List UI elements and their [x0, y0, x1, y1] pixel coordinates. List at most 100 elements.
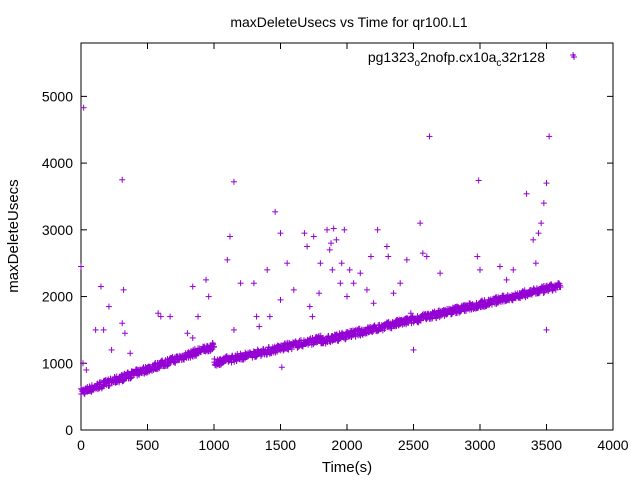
data-point [264, 266, 271, 273]
y-tick-label: 4000 [42, 155, 73, 171]
data-point [338, 260, 345, 267]
data-point [357, 270, 364, 277]
data-point [477, 266, 483, 273]
legend: pg1323o2nofp.cx10ac32r128 [368, 49, 577, 69]
data-point [106, 382, 113, 389]
data-point [167, 313, 174, 320]
data-point [546, 133, 553, 140]
data-point [395, 322, 402, 329]
data-point [367, 253, 374, 260]
data-point [350, 280, 357, 287]
data-point [284, 260, 291, 267]
data-point [292, 338, 299, 345]
data-point [189, 283, 196, 290]
data-point [383, 243, 390, 250]
y-tick-label: 3000 [42, 222, 73, 238]
data-point [309, 313, 316, 320]
data-point [317, 260, 324, 267]
data-point [324, 226, 331, 233]
data-point [474, 253, 481, 260]
data-point [288, 346, 295, 353]
y-tick-label: 5000 [42, 88, 73, 104]
data-point [369, 329, 376, 336]
chart-title: maxDeleteUsecs vs Time for qr100.L1 [230, 14, 468, 30]
data-point [108, 346, 115, 353]
data-point [306, 303, 313, 310]
data-point [211, 343, 218, 350]
data-point [344, 293, 350, 300]
data-point [407, 310, 414, 317]
data-point [94, 386, 101, 393]
legend-label: pg1323o2nofp.cx10ac32r128 [368, 49, 545, 69]
data-point [543, 326, 550, 333]
x-tick-label: 2500 [398, 437, 429, 453]
data-point [127, 350, 134, 357]
data-point [226, 233, 233, 240]
data-point [410, 346, 417, 353]
data-point [363, 286, 370, 293]
x-tick-label: 1500 [265, 437, 296, 453]
data-point [329, 266, 336, 273]
data-point [230, 178, 237, 185]
data-point [100, 326, 107, 333]
plot-frame [80, 42, 614, 431]
data-point [304, 243, 311, 250]
data-point [503, 276, 510, 283]
data-point [155, 310, 162, 317]
data-point [330, 225, 337, 232]
data-point [510, 266, 517, 273]
data-point [540, 200, 547, 207]
data-point [266, 313, 273, 320]
data-point [127, 375, 134, 382]
data-point [80, 104, 87, 111]
data-point [374, 226, 381, 233]
data-point [121, 330, 128, 337]
legend-marker [571, 54, 577, 60]
data-point [224, 256, 231, 263]
x-tick-label: 4000 [597, 437, 628, 453]
data-point [397, 280, 404, 287]
data-point [403, 256, 410, 263]
data-point [105, 303, 112, 310]
data-point [230, 326, 237, 333]
data-point [250, 280, 257, 287]
data-point [128, 374, 135, 381]
data-point [120, 377, 127, 384]
data-point [97, 283, 104, 290]
data-point [549, 287, 556, 294]
data-point [157, 313, 164, 320]
tick-labels: 0 500 1000 1500 2000 2500 3000 3500 4000 0 1000 200… [42, 88, 629, 453]
x-tick-label: 500 [136, 437, 160, 453]
data-point [523, 190, 530, 197]
y-tick-label: 2000 [42, 289, 73, 305]
data-point [516, 294, 523, 301]
data-point [370, 300, 377, 307]
data-point [532, 260, 539, 267]
data-point [530, 236, 537, 243]
data-point [333, 236, 340, 243]
data-point [119, 176, 126, 183]
data-point [195, 313, 202, 320]
data-point [301, 230, 308, 237]
data-point [496, 263, 503, 270]
y-axis-title: maxDeleteUsecs [5, 179, 22, 292]
data-point [540, 289, 547, 296]
data-point [83, 366, 90, 373]
data-point [120, 286, 127, 293]
data-point [390, 290, 397, 297]
data-point [423, 253, 430, 260]
data-point [385, 253, 392, 260]
axis-ticks [80, 43, 614, 431]
data-point [535, 230, 542, 237]
data-point [448, 310, 455, 317]
data-point [426, 133, 433, 140]
x-tick-label: 1000 [198, 437, 229, 453]
x-tick-label: 2000 [331, 437, 362, 453]
data-point [326, 246, 333, 253]
data-point [256, 323, 263, 330]
x-tick-label: 3500 [531, 437, 562, 453]
data-point [184, 330, 191, 337]
data-point [272, 208, 279, 215]
data-point [119, 320, 126, 327]
